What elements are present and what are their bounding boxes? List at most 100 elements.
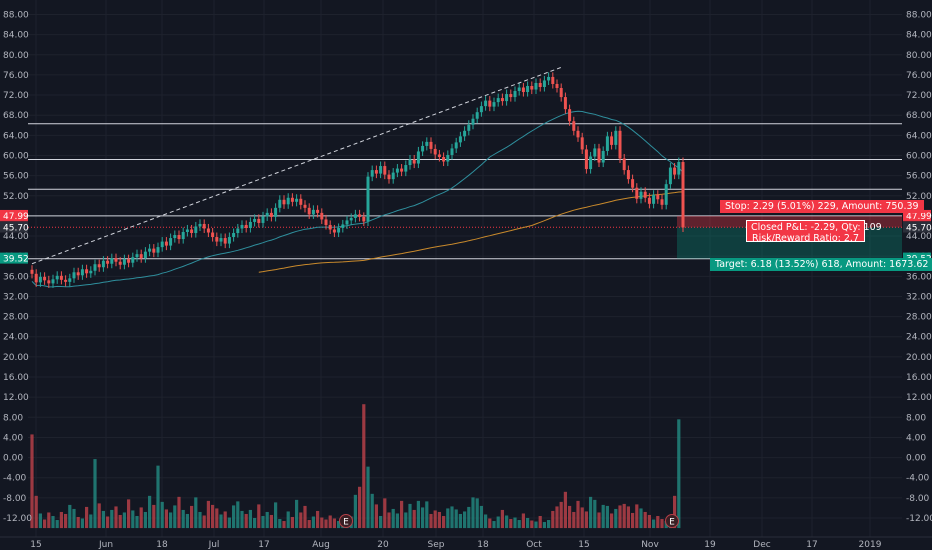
earnings-event-icon (339, 514, 353, 528)
candle-body (589, 156, 593, 170)
time-axis-tick: Dec (753, 540, 770, 550)
candle-body (551, 76, 555, 84)
candle-body (374, 170, 378, 174)
volume-bar (114, 506, 118, 529)
price-label-box (0, 221, 28, 233)
candle-body (425, 141, 429, 146)
volume-bar (370, 493, 374, 529)
candle-body (127, 259, 131, 263)
volume-bar (122, 512, 126, 529)
volume-bar (496, 516, 500, 529)
volume-bar (215, 508, 219, 529)
volume-bar (139, 507, 143, 529)
candle-body (198, 223, 202, 227)
volume-bar (269, 514, 273, 529)
horizontal-levels[interactable] (28, 123, 902, 260)
volume-bar (614, 508, 618, 529)
candle-body (110, 258, 114, 264)
candle-body (135, 254, 139, 258)
right-axis-tick: 44.00 (906, 232, 932, 242)
candle-body (379, 166, 383, 174)
candle-body (526, 85, 530, 93)
volume-bar (500, 509, 504, 529)
candle-body (324, 219, 328, 225)
volume-bar (290, 516, 294, 529)
volume-bar (656, 515, 660, 529)
target-annotation: Target: 6.18 (13.52%) 618, Amount: 1673.… (710, 258, 932, 271)
candle-body (160, 241, 164, 248)
candle-body (353, 214, 357, 218)
volume-bar (450, 506, 454, 529)
candle-body (97, 264, 101, 268)
right-axis-tick: 8.00 (906, 413, 926, 423)
time-axis[interactable]: 15 Jun 18 Jul 17 Aug 20 Sep 18 Oct 15 Nov 19 Dec 17 201… (0, 536, 932, 550)
time-axis-tick: Sep (428, 540, 445, 550)
candle-body (240, 224, 244, 229)
time-axis-tick: 2019 (859, 540, 882, 550)
volume-bar (547, 520, 551, 529)
volume-bar (437, 511, 441, 529)
candle-body (584, 149, 588, 170)
volume-bars (30, 404, 681, 529)
volume-bar (89, 514, 93, 529)
candle-body (521, 87, 525, 93)
price-label-text: 47.99 (3, 212, 29, 222)
candle-body (358, 214, 362, 217)
candle-body (387, 174, 391, 180)
volume-bar (152, 504, 156, 529)
volume-bar (429, 513, 433, 529)
candle-body (647, 197, 651, 204)
left-price-axis[interactable]: 88.00 84.00 80.00 76.00 72.00 68.00 64.00 60.00… (3, 11, 32, 525)
candle-body (206, 228, 210, 233)
price-label-text: 39.52 (3, 255, 29, 265)
volume-bar (425, 501, 429, 529)
candle-body (639, 191, 643, 199)
candle-body (652, 194, 656, 204)
volume-bar (274, 502, 278, 529)
trendline[interactable] (31, 66, 562, 265)
volume-bar (626, 506, 630, 529)
candle-body (454, 142, 458, 149)
candle-body (505, 94, 509, 102)
candle-body (593, 148, 597, 157)
candle-body (416, 151, 420, 164)
candle-body (614, 130, 618, 145)
volume-bar (673, 495, 677, 529)
candle-body (89, 270, 93, 274)
candle-body (370, 170, 374, 177)
volume-bar (299, 512, 303, 529)
volume-bar (118, 514, 122, 529)
candle-body (597, 148, 601, 163)
candle-body (568, 109, 572, 122)
volume-bar (362, 404, 366, 529)
candle-body (437, 154, 441, 157)
time-axis-tick: 17 (806, 540, 817, 550)
time-axis-tick: Jul (208, 540, 220, 550)
left-axis-tick: 0.00 (3, 454, 23, 464)
candle-body (169, 238, 173, 246)
left-axis-tick: 4.00 (3, 433, 23, 443)
volume-bar (643, 511, 647, 529)
volume-bar (488, 518, 492, 529)
left-axis-tick: -4.00 (3, 474, 27, 484)
candle-body (38, 276, 42, 283)
volume-bar (647, 514, 651, 529)
price-label-text: 45.70 (906, 223, 932, 233)
candle-body (668, 167, 672, 185)
volume-bar (471, 497, 475, 529)
volume-bar (253, 518, 257, 529)
candle-body (232, 233, 236, 238)
volume-bar (618, 505, 622, 529)
time-axis-tick: 20 (377, 540, 389, 550)
right-axis-tick: 88.00 (906, 11, 932, 21)
volume-bar (324, 519, 328, 529)
volume-bar (43, 519, 47, 529)
volume-bar (475, 498, 479, 529)
candle-body (131, 257, 135, 263)
volume-bar (353, 494, 357, 529)
volume-bar (404, 512, 408, 529)
right-axis-tick: 64.00 (906, 131, 932, 141)
